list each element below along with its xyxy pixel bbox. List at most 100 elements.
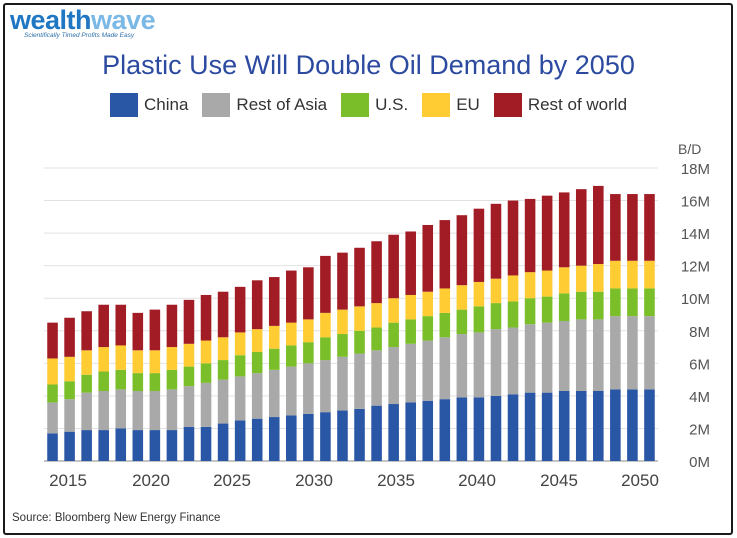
bar-segment: [64, 317, 75, 357]
bar-segment: [337, 252, 348, 310]
bar-segment: [200, 382, 212, 427]
bar-segment: [47, 384, 58, 403]
bar-segment: [183, 299, 195, 344]
bar-segment: [627, 260, 638, 289]
bar-segment: [268, 369, 280, 418]
bar-segment: [64, 431, 75, 461]
bar-segment: [286, 345, 297, 367]
bar-segment: [303, 342, 314, 364]
bar-segment: [507, 301, 519, 328]
bar-segment: [166, 304, 178, 348]
legend-item-us: U.S.: [341, 93, 408, 117]
bar-segment: [388, 234, 399, 299]
x-tick-label: 2025: [213, 471, 251, 490]
bar-segment: [473, 281, 485, 307]
bar-segment: [422, 291, 434, 317]
bar-segment: [354, 306, 365, 331]
bar-segment: [473, 332, 485, 398]
bar-segment: [303, 413, 314, 461]
bar-segment: [115, 345, 127, 370]
bar-segment: [473, 306, 485, 333]
bar-segment: [149, 309, 161, 351]
legend-item-eu: EU: [422, 93, 480, 117]
y-tick-label: 18M: [681, 161, 710, 178]
bar-segment: [217, 423, 229, 461]
bar-segment: [558, 267, 570, 294]
bar-segment: [644, 389, 655, 461]
bar-segment: [320, 255, 331, 313]
bar-segment: [422, 340, 434, 401]
bar-segment: [149, 373, 161, 392]
legend-swatch-eu: [422, 93, 451, 117]
bar-segment: [354, 353, 365, 409]
bar-segment: [234, 376, 246, 421]
axes: 0M 2M 4M 6M 8M 10M 12M 14M 16M 18M 2015 2020 2025 203…: [49, 161, 710, 490]
bar-segment: [234, 355, 246, 377]
x-tick-label: 2020: [132, 471, 170, 490]
chart-legend: China Rest of Asia U.S. EU Rest of world: [110, 93, 641, 117]
grid-lines: [44, 167, 658, 462]
bar-segment: [558, 293, 570, 322]
y-tick-label: 8M: [689, 324, 710, 341]
bar-segment: [354, 330, 365, 354]
y-tick-label: 2M: [689, 421, 710, 438]
bar-segment: [558, 321, 570, 392]
bar-segment: [541, 270, 553, 297]
bar-segment: [47, 433, 58, 461]
bar-segment: [132, 350, 144, 374]
bar-segment: [456, 309, 468, 335]
source-note: Source: Bloomberg New Energy Finance: [12, 512, 221, 524]
x-tick-label: 2035: [377, 471, 415, 490]
bar-segment: [183, 366, 195, 387]
bar-segment: [371, 350, 382, 406]
bar-segment: [268, 417, 280, 461]
bar-segment: [268, 277, 280, 326]
bar-segment: [200, 363, 212, 383]
bar-segment: [251, 418, 263, 461]
bar-segment: [286, 322, 297, 346]
bar-segment: [337, 334, 348, 357]
bar-segment: [490, 303, 502, 330]
legend-item-rest-of-world: Rest of world: [493, 93, 627, 117]
legend-swatch-rest-of-asia: [202, 93, 231, 117]
bar-segment: [490, 329, 502, 396]
bar-segment: [541, 296, 553, 323]
bar-segment: [439, 220, 451, 289]
bar-segment: [132, 391, 144, 431]
bar-segment: [81, 311, 92, 351]
bar-segment: [149, 391, 161, 431]
bar-segment: [286, 415, 297, 461]
bar-segment: [98, 304, 109, 348]
y-tick-label: 4M: [689, 389, 710, 406]
bar-segment: [200, 426, 212, 461]
bar-segment: [456, 285, 468, 310]
bar-segment: [286, 366, 297, 416]
bar-segment: [610, 316, 621, 390]
bar-segment: [115, 428, 127, 461]
bar-segment: [354, 408, 365, 461]
bar-segment: [456, 334, 468, 398]
bar-segment: [507, 327, 519, 395]
bar-segment: [627, 194, 638, 261]
bar-segment: [98, 430, 109, 461]
y-tick-label: 10M: [681, 291, 710, 308]
bar-segment: [439, 337, 451, 400]
bar-segment: [558, 391, 570, 461]
bar-segment: [234, 332, 246, 356]
x-tick-label: 2040: [458, 471, 496, 490]
bar-segment: [524, 272, 536, 299]
x-tick-label: 2045: [540, 471, 578, 490]
bar-segment: [541, 322, 553, 393]
bar-segment: [217, 379, 229, 424]
bar-segment: [98, 347, 109, 372]
bars: [47, 185, 655, 461]
bar-segment: [541, 195, 553, 271]
bar-segment: [47, 358, 58, 385]
bar-segment: [320, 412, 331, 461]
bar-segment: [593, 391, 604, 461]
bar-segment: [234, 286, 246, 333]
bar-segment: [575, 391, 587, 461]
bar-segment: [98, 391, 109, 431]
bar-segment: [524, 298, 536, 325]
bar-segment: [507, 275, 519, 302]
